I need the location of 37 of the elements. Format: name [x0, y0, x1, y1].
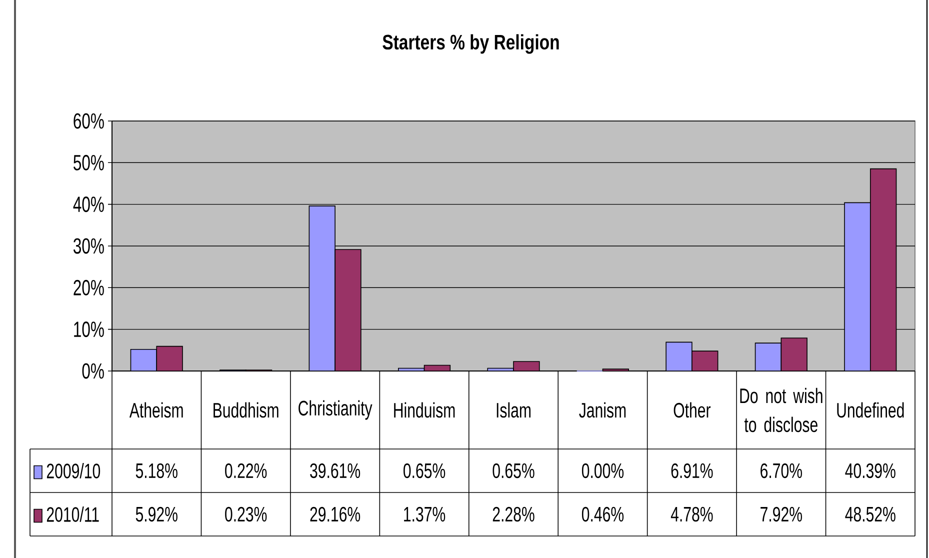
data-label: 2.28% — [492, 506, 534, 522]
data-label: 29.16% — [310, 506, 360, 522]
data-label: 0.46% — [582, 506, 624, 522]
x-tick-label: Janism — [579, 402, 626, 418]
y-tick-label: 10% — [74, 322, 104, 338]
x-tick-label: Atheism — [129, 402, 183, 418]
data-label: 0.65% — [404, 463, 446, 478]
x-tick-label: Christianity — [298, 400, 372, 420]
data-label: 48.52% — [845, 506, 896, 522]
x-tick-label: Other — [674, 402, 711, 418]
data-label: 0.22% — [225, 463, 267, 478]
y-tick-label: 30% — [74, 238, 104, 254]
data-label: 0.23% — [225, 506, 267, 522]
y-tick-label: 20% — [74, 280, 104, 296]
y-tick-label: 60% — [74, 113, 104, 129]
chart-title: Starters % by Religion — [382, 34, 559, 54]
x-tick-label: Islam — [496, 402, 530, 418]
y-tick-label: 50% — [74, 154, 104, 170]
data-label: 5.92% — [136, 506, 178, 522]
data-label: 5.18% — [136, 463, 178, 478]
x-tick-label: Undefined — [837, 402, 904, 418]
data-label: 39.61% — [310, 463, 360, 478]
y-tick-label: 0% — [82, 363, 104, 379]
data-label: 0.00% — [582, 463, 624, 478]
legend-label: 2010/11 — [46, 506, 99, 522]
data-label: 1.37% — [404, 506, 446, 522]
x-tick-label: Hinduism — [394, 402, 455, 418]
data-label: 40.39% — [845, 463, 896, 478]
data-label: 7.92% — [760, 506, 802, 522]
data-label: 6.70% — [760, 463, 802, 478]
x-tick-label: Buddhism — [214, 402, 278, 418]
data-label: 6.91% — [671, 463, 713, 478]
legend-label: 2009/10 — [46, 463, 100, 478]
x-tick-label: Do not wish to disclose — [740, 388, 822, 432]
y-tick-label: 40% — [73, 196, 104, 212]
data-label: 0.65% — [492, 463, 534, 478]
data-label: 4.78% — [670, 506, 713, 522]
